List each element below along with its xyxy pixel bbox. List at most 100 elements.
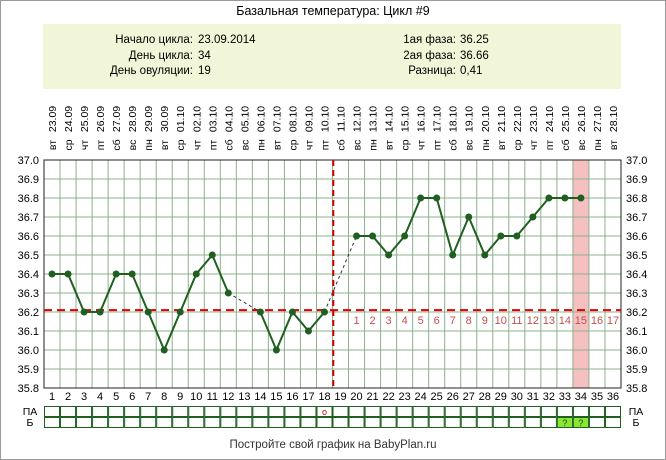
- row-mark-cell: [557, 418, 572, 427]
- y-tick-label-left: 36.7: [18, 212, 39, 224]
- phase1-value: 36.25: [460, 34, 489, 46]
- luteal-day-label: 15: [575, 315, 587, 327]
- ovulation-day-label: День овуляции:: [109, 65, 193, 77]
- temperature-line-segment: [99, 273, 118, 313]
- day-number: 26: [447, 391, 459, 403]
- y-tick-label-right: 37.0: [626, 155, 647, 167]
- date-label: 24.09: [63, 106, 75, 132]
- date-label: 29.09: [143, 106, 155, 132]
- row-mark-cell: [573, 418, 588, 427]
- weekday-label: ср: [175, 139, 187, 150]
- row-cell: [236, 417, 253, 428]
- y-tick-label-right: 36.3: [626, 288, 647, 300]
- row-cell: [588, 417, 605, 428]
- day-number: 4: [97, 391, 103, 403]
- temperature-line-segment: [291, 311, 310, 332]
- row-cell: [348, 406, 365, 417]
- temperature-point: [577, 194, 585, 202]
- row-cell: [156, 406, 173, 417]
- day-number: 9: [177, 391, 183, 403]
- luteal-day-label: 12: [527, 315, 539, 327]
- temperature-line-segment: [195, 254, 214, 275]
- temperature-point: [497, 232, 505, 240]
- cycle-start-value: 23.09.2014: [198, 34, 256, 46]
- date-label: 26.09: [95, 106, 107, 132]
- date-label: 30.09: [159, 106, 171, 132]
- moon-icon: [608, 165, 616, 179]
- temperature-point: [369, 232, 377, 240]
- phase2-value: 36.66: [460, 50, 489, 62]
- date-label: 07.10: [271, 106, 283, 132]
- row-cell: [556, 406, 573, 417]
- row-cell: [76, 417, 93, 428]
- y-tick-label-right: 36.5: [626, 250, 647, 262]
- cycle-day-label: День цикла:: [128, 50, 193, 62]
- day-number: 32: [543, 391, 555, 403]
- luteal-day-label: 7: [450, 315, 456, 327]
- y-tick-label-left: 36.2: [18, 307, 39, 319]
- y-tick-label-right: 36.7: [626, 212, 647, 224]
- day-number: 14: [254, 391, 266, 403]
- day-number: 31: [527, 391, 539, 403]
- y-tick-label-left: 36.1: [18, 326, 39, 338]
- temperature-line-segment: [403, 197, 422, 237]
- date-label: 06.10: [255, 106, 267, 132]
- day-number: 16: [286, 391, 298, 403]
- temperature-line-segment: [179, 273, 198, 313]
- temperature-point: [80, 308, 88, 316]
- row-cell: [540, 417, 557, 428]
- temperature-point: [304, 327, 312, 335]
- temperature-point: [112, 270, 120, 278]
- date-label: 27.09: [111, 106, 123, 132]
- row-cell: [156, 417, 173, 428]
- day-number: 5: [113, 391, 119, 403]
- temperature-point: [48, 270, 56, 278]
- date-label: 04.10: [223, 106, 235, 132]
- weekday-label: чт: [79, 140, 91, 150]
- cycle-info-panel: Начало цикла: 23.09.2014 День цикла: 34 …: [43, 24, 621, 89]
- chart-title: Базальная температура: Цикл #9: [236, 4, 430, 18]
- luteal-day-label: 14: [559, 315, 571, 327]
- footer-link[interactable]: Постройте свой график на BabyPlan.ru: [229, 439, 437, 451]
- y-tick-label-left: 36.8: [18, 193, 39, 205]
- temperature-line-segment: [451, 216, 470, 256]
- day-number: 24: [415, 391, 427, 403]
- weekday-label: сб: [223, 139, 235, 150]
- row-cell: [412, 417, 429, 428]
- weekday-label: вт: [496, 140, 508, 150]
- temperature-line-segment: [163, 311, 182, 351]
- weekday-label: чт: [303, 140, 315, 150]
- luteal-day-label: 10: [495, 315, 507, 327]
- temperature-point: [256, 308, 264, 316]
- temperature-point: [561, 194, 569, 202]
- temperature-point: [224, 289, 232, 297]
- gap-connector: [324, 235, 358, 313]
- row-cell: [300, 417, 317, 428]
- date-label: 15.10: [400, 106, 412, 132]
- luteal-day-label: 13: [543, 315, 555, 327]
- day-number: 33: [559, 391, 571, 403]
- row-cell: [332, 417, 349, 428]
- date-label: 02.10: [191, 106, 203, 132]
- difference-label: Разница:: [408, 65, 456, 77]
- date-label: 21.10: [496, 106, 508, 132]
- row-cell: [284, 406, 301, 417]
- temperature-point: [128, 270, 136, 278]
- luteal-day-label: 3: [386, 315, 392, 327]
- weekday-label: пн: [592, 139, 604, 151]
- day-number: 23: [399, 391, 411, 403]
- temperature-line-segment: [67, 273, 85, 313]
- date-label: 20.10: [480, 106, 492, 132]
- row-mark-text: ?: [578, 418, 583, 428]
- row-cell: [460, 406, 477, 417]
- row-cell: [444, 406, 461, 417]
- y-tick-label-left: 36.0: [18, 345, 39, 357]
- day-number: 6: [129, 391, 135, 403]
- cycle-start-label: Начало цикла:: [115, 34, 193, 46]
- y-tick-label-right: 35.8: [626, 383, 647, 395]
- row-cell: [428, 406, 445, 417]
- row-cell: [348, 417, 365, 428]
- weekday-label: пт: [432, 140, 444, 151]
- date-label: 05.10: [239, 106, 251, 132]
- gap-connector: [228, 292, 261, 313]
